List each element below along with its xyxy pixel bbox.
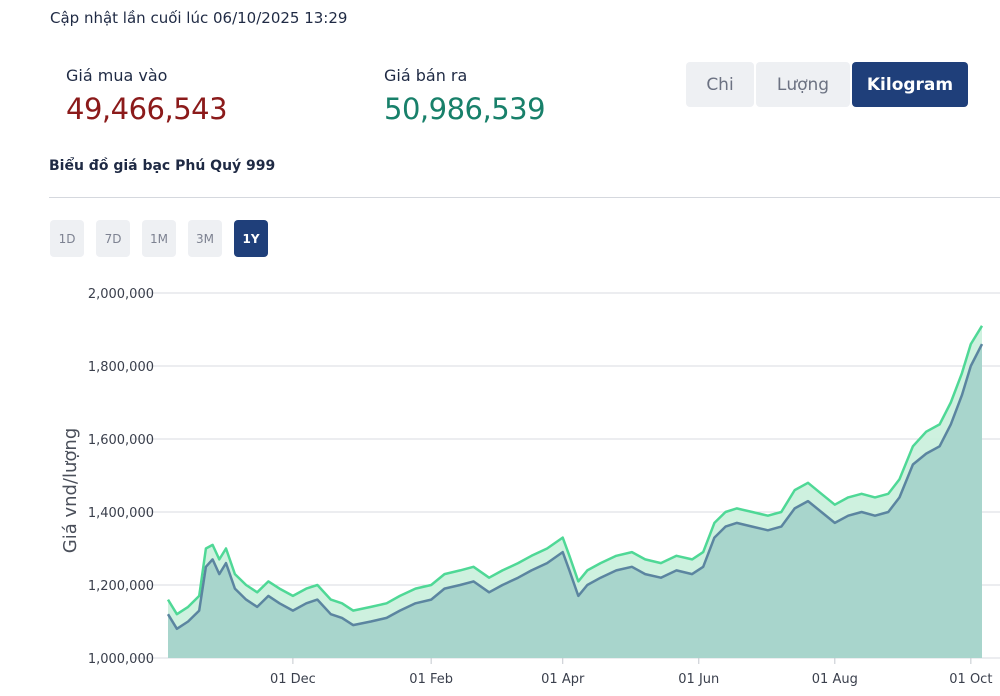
- y-tick-label: 1,200,000: [88, 579, 154, 594]
- unit-tab-luong[interactable]: Lượng: [756, 62, 850, 107]
- buy-price-line: [166, 343, 984, 631]
- chart-title: Biểu đồ giá bạc Phú Quý 999: [49, 158, 276, 174]
- buy-price-block: Giá mua vào 49,466,543: [66, 66, 228, 126]
- x-tick-label: 01 Feb: [409, 672, 453, 687]
- price-chart[interactable]: 2,000,000 1,800,000 1,600,000 1,400,000 1,20…: [0, 270, 1000, 696]
- y-tick-label: 1,800,000: [88, 360, 154, 375]
- x-tick-label: 01 Jun: [678, 672, 719, 687]
- x-tick-label: 01 Oct: [949, 672, 992, 687]
- buy-price-label: Giá mua vào: [66, 66, 168, 85]
- sell-price-label: Giá bán ra: [384, 66, 468, 85]
- range-button-7d[interactable]: 7D: [96, 220, 130, 257]
- range-button-1d[interactable]: 1D: [50, 220, 84, 257]
- range-button-1m[interactable]: 1M: [142, 220, 176, 257]
- y-tick-label: 2,000,000: [88, 287, 154, 302]
- buy-sell-spread-band: [168, 325, 982, 629]
- y-tick-label: 1,600,000: [88, 433, 154, 448]
- sell-price-block: Giá bán ra 50,986,539: [384, 66, 546, 126]
- unit-tab-kilogram[interactable]: Kilogram: [852, 62, 968, 107]
- sell-price-line: [166, 325, 984, 616]
- section-divider: [49, 197, 1000, 198]
- range-button-1y[interactable]: 1Y: [234, 220, 268, 257]
- time-range-selector: 1D 7D 1M 3M 1Y: [50, 220, 268, 257]
- x-tick-label: 01 Dec: [270, 672, 316, 687]
- last-updated-text: Cập nhật lần cuối lúc 06/10/2025 13:29: [50, 9, 348, 27]
- y-tick-label: 1,400,000: [88, 506, 154, 521]
- unit-selector: Chi Lượng Kilogram: [686, 62, 968, 107]
- x-tick-label: 01 Apr: [541, 672, 585, 687]
- sell-price-value: 50,986,539: [384, 92, 546, 126]
- y-tick-label: 1,000,000: [88, 652, 154, 667]
- x-tick-label: 01 Aug: [812, 672, 858, 687]
- price-area-fill: [168, 344, 982, 658]
- y-axis-title: Giá vnd/lượng: [60, 428, 81, 554]
- buy-price-value: 49,466,543: [66, 92, 228, 126]
- unit-tab-chi[interactable]: Chi: [686, 62, 754, 107]
- range-button-3m[interactable]: 3M: [188, 220, 222, 257]
